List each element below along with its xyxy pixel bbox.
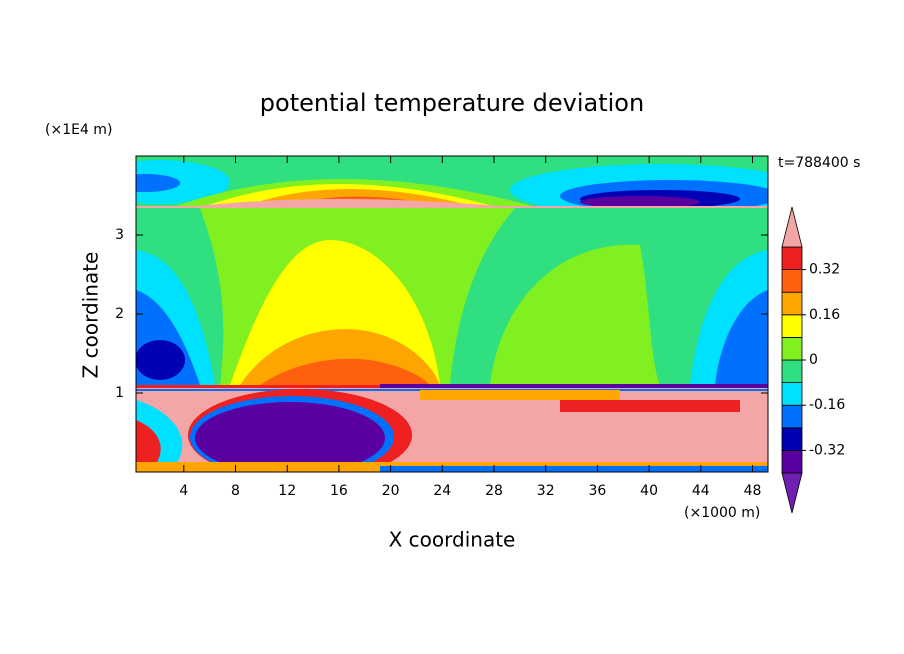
x-tick-label: 28 bbox=[485, 483, 503, 499]
colorbar-band bbox=[781, 269, 803, 293]
colorbar-band bbox=[781, 291, 803, 316]
x-tick-label: 4 bbox=[179, 483, 188, 499]
colorbar-band bbox=[781, 359, 803, 384]
y-tick-label: 2 bbox=[115, 306, 124, 322]
contour-field bbox=[136, 156, 768, 472]
x-tick-label: 32 bbox=[537, 483, 555, 499]
x-unit: (×1000 m) bbox=[684, 505, 760, 521]
x-tick-label: 20 bbox=[382, 483, 400, 499]
y-axis-label: Z coordinate bbox=[79, 252, 103, 379]
colorbar-band bbox=[781, 382, 803, 406]
x-tick-label: 24 bbox=[433, 483, 451, 499]
colorbar-over bbox=[781, 206, 803, 248]
x-tick-label: 44 bbox=[692, 483, 710, 499]
x-tick-label: 8 bbox=[231, 483, 240, 499]
colorbar-band bbox=[781, 449, 803, 474]
x-tick-label: 12 bbox=[278, 483, 296, 499]
colorbar-tick-label: 0 bbox=[809, 352, 818, 368]
y-unit: (×1E4 m) bbox=[45, 122, 112, 138]
colorbar-band bbox=[781, 427, 803, 451]
x-tick-label: 16 bbox=[330, 483, 348, 499]
colorbar-tick-label: 0.16 bbox=[809, 307, 840, 323]
annotation: t=788400 s bbox=[778, 155, 860, 171]
colorbar-band bbox=[781, 314, 803, 338]
colorbar-band bbox=[781, 404, 803, 429]
colorbar-band bbox=[781, 246, 803, 271]
y-tick-label: 3 bbox=[115, 227, 124, 243]
colorbar-under bbox=[781, 472, 803, 514]
x-tick-label: 36 bbox=[588, 483, 606, 499]
x-tick-label: 40 bbox=[640, 483, 658, 499]
colorbar-band bbox=[781, 336, 803, 361]
colorbar-tick-label: -0.32 bbox=[809, 442, 845, 458]
colorbar-tick-label: -0.16 bbox=[809, 397, 845, 413]
colorbar-tick-label: 0.32 bbox=[809, 262, 840, 278]
chart-title: potential temperature deviation bbox=[260, 89, 644, 117]
y-tick-label: 1 bbox=[115, 385, 124, 401]
x-tick-label: 48 bbox=[744, 483, 762, 499]
x-axis-label: X coordinate bbox=[389, 528, 516, 552]
